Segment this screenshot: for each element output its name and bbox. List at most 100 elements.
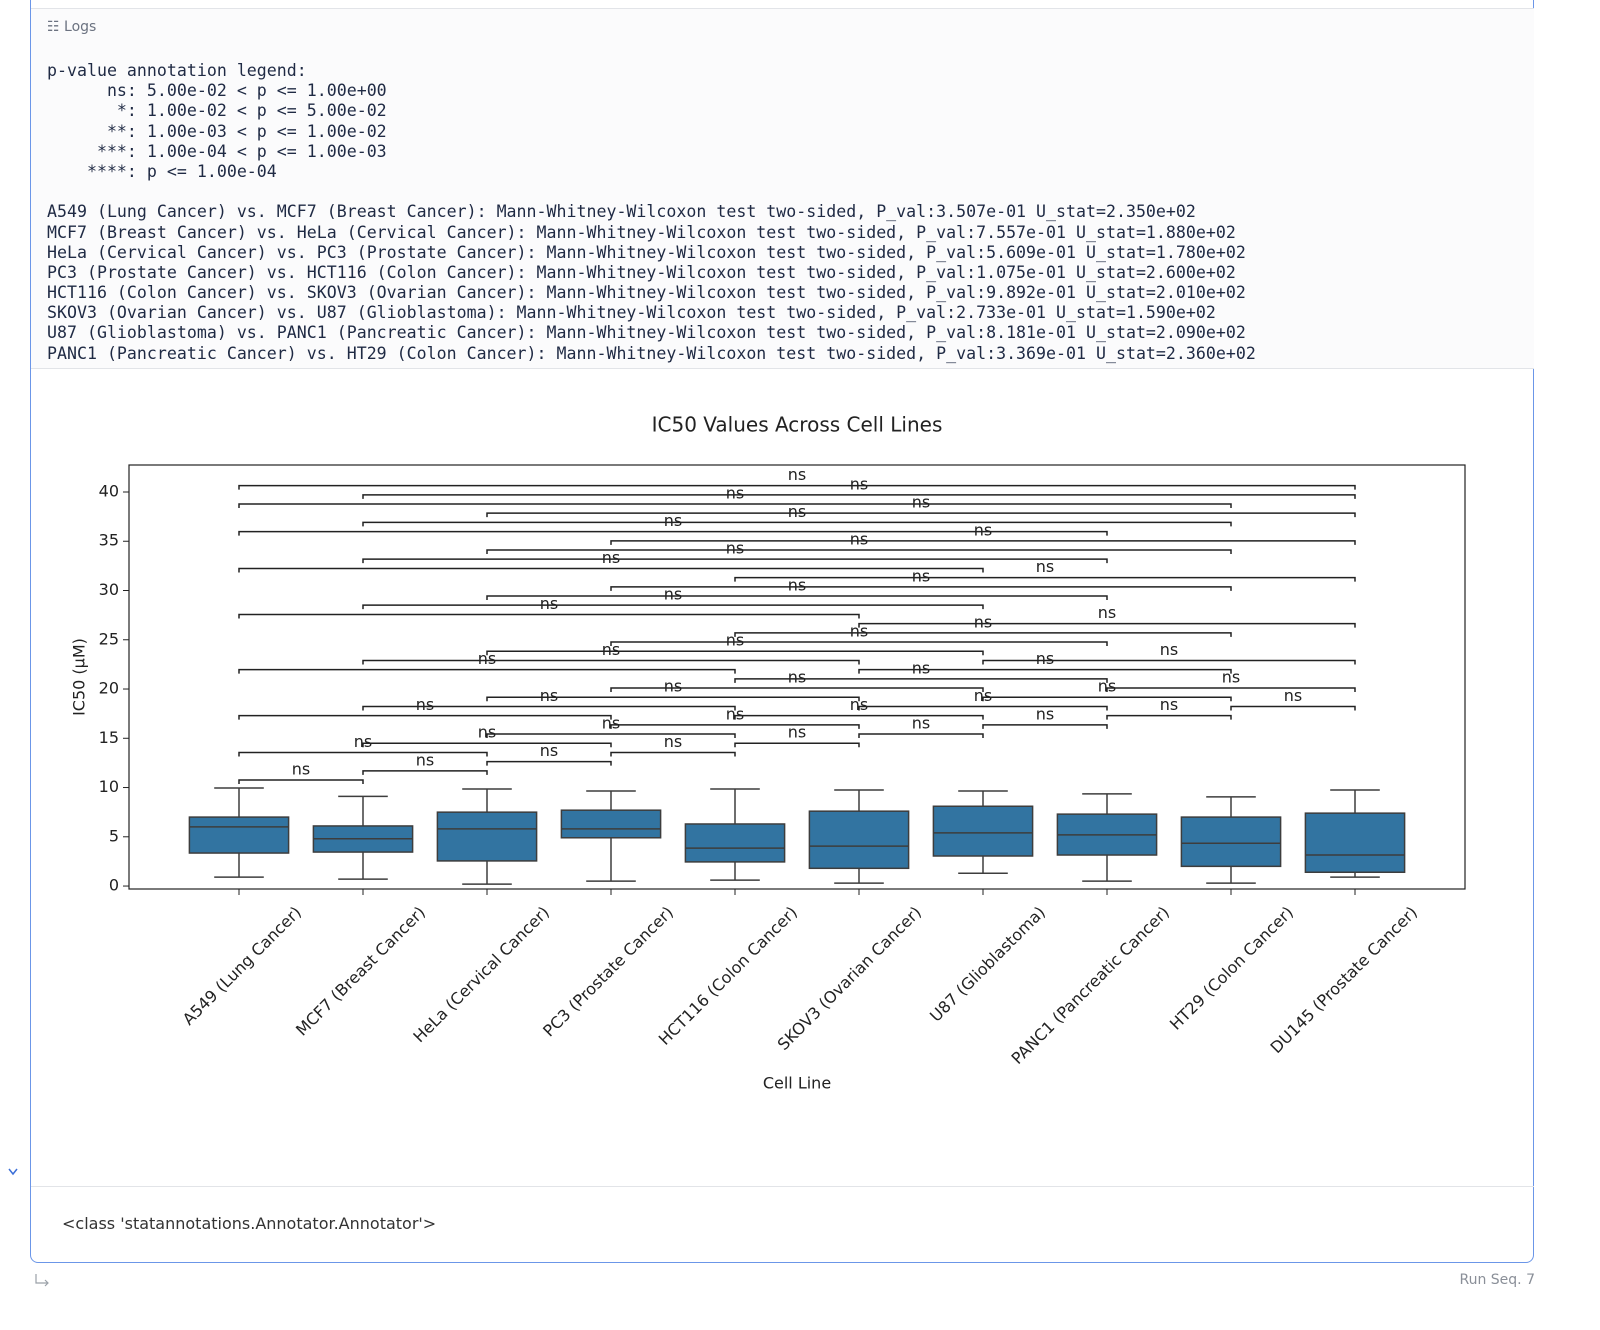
significance-label: ns (664, 677, 682, 696)
box (436, 811, 538, 862)
significance-bracket (858, 705, 1108, 711)
significance-label: ns (974, 520, 992, 539)
significance-label: ns (540, 686, 558, 705)
significance-label: ns (1036, 649, 1054, 668)
log-line: HCT116 (Colon Cancer) vs. SKOV3 (Ovarian… (47, 283, 1246, 303)
y-tick-label: 40 (99, 481, 119, 500)
significance-label: ns (726, 484, 744, 503)
x-tick-label: PC3 (Prostate Cancer) (539, 903, 677, 1041)
y-tick-label: 30 (99, 580, 119, 599)
log-line: ****: p <= 1.00e-04 (47, 161, 277, 181)
significance-bracket (734, 632, 1232, 637)
significance-label: ns (1036, 557, 1054, 576)
significance-bracket (982, 696, 1232, 702)
x-tick-label: A549 (Lung Cancer) (179, 903, 305, 1029)
significance-label: ns (664, 585, 682, 604)
log-lines: p-value annotation legend: ns: 5.00e-02 … (47, 61, 1256, 364)
significance-label: ns (664, 511, 682, 530)
significance-bracket (982, 659, 1356, 665)
significance-label: ns (540, 594, 558, 613)
significance-bracket (486, 650, 984, 656)
significance-bracket (238, 668, 736, 674)
significance-label: ns (912, 714, 930, 733)
significance-label: ns (478, 723, 496, 742)
significance-bracket (238, 779, 364, 785)
box (932, 805, 1034, 857)
significance-bracket (486, 595, 1108, 601)
significance-bracket (362, 659, 860, 665)
significance-bracket (486, 549, 1232, 555)
significance-label: ns (788, 465, 806, 484)
significance-bracket (610, 586, 1232, 591)
significance-bracket (362, 521, 1232, 527)
significance-label: ns (540, 741, 558, 760)
x-tick-label: SKOV3 (Ovarian Cancer) (774, 903, 925, 1054)
significance-bracket (1106, 687, 1356, 693)
significance-bracket (238, 751, 488, 757)
significance-bracket (858, 668, 1232, 674)
output-arrow-icon (35, 1274, 49, 1287)
significance-label: ns (1160, 640, 1178, 659)
log-line: SKOV3 (Ovarian Cancer) vs. U87 (Glioblas… (47, 303, 1216, 323)
significance-bracket (238, 530, 1108, 536)
significance-bracket (362, 558, 1108, 564)
log-line: *: 1.00e-02 < p <= 5.00e-02 (47, 101, 387, 121)
significance-label: ns (1098, 677, 1116, 696)
significance-label: ns (850, 622, 868, 641)
log-line: A549 (Lung Cancer) vs. MCF7 (Breast Canc… (47, 202, 1196, 222)
x-tick-label: U87 (Glioblastoma) (926, 903, 1049, 1026)
significance-bracket (610, 641, 1108, 647)
box (808, 810, 910, 870)
significance-label: ns (850, 474, 868, 493)
significance-label: ns (292, 760, 310, 779)
y-tick-label: 20 (99, 679, 119, 698)
y-axis-label: IC50 (µM) (70, 638, 89, 716)
significance-bracket (982, 724, 1108, 729)
log-line: U87 (Glioblastoma) vs. PANC1 (Pancreatic… (47, 323, 1246, 343)
significance-bracket (238, 567, 984, 573)
significance-bracket (362, 742, 612, 748)
y-tick-label: 0 (109, 876, 119, 895)
logs-title: Logs (64, 19, 97, 35)
significance-label: ns (602, 548, 620, 567)
significance-bracket (610, 687, 984, 693)
log-line: p-value annotation legend: (47, 61, 307, 80)
significance-bracket (1230, 705, 1356, 711)
significance-label: ns (478, 649, 496, 668)
significance-label: ns (912, 566, 930, 585)
significance-bracket (858, 733, 984, 739)
significance-bracket (858, 622, 1356, 628)
significance-bracket (1106, 714, 1232, 720)
significance-label: ns (726, 631, 744, 650)
significance-label: ns (788, 576, 806, 595)
significance-label: ns (416, 695, 434, 714)
significance-bracket (362, 705, 736, 711)
chart-title: IC50 Values Across Cell Lines (652, 413, 943, 437)
significance-label: ns (1160, 695, 1178, 714)
significance-bracket (486, 512, 1356, 518)
log-line: PANC1 (Pancreatic Cancer) vs. HT29 (Colo… (47, 343, 1256, 363)
significance-label: ns (850, 530, 868, 549)
log-line: PC3 (Prostate Cancer) vs. HCT116 (Colon … (47, 262, 1236, 282)
notebook-cell (30, 0, 1534, 1263)
significance-bracket (734, 576, 1356, 582)
log-line: ***: 1.00e-04 < p <= 1.00e-03 (47, 141, 387, 161)
collapse-chevron[interactable] (8, 1168, 18, 1176)
significance-label: ns (974, 612, 992, 631)
x-tick-label: HCT116 (Colon Cancer) (655, 903, 801, 1049)
y-tick-label: 35 (99, 531, 119, 550)
box (188, 816, 290, 854)
significance-label: ns (1098, 603, 1116, 622)
log-line: HeLa (Cervical Cancer) vs. PC3 (Prostate… (47, 242, 1246, 262)
logs-header[interactable]: ☷ Logs (47, 19, 96, 35)
run-sequence: Run Seq. 7 (1459, 1272, 1536, 1288)
box (560, 809, 662, 839)
significance-label: ns (788, 502, 806, 521)
significance-bracket (362, 604, 984, 610)
significance-label: ns (416, 750, 434, 769)
significance-label: ns (912, 658, 930, 677)
significance-label: ns (974, 686, 992, 705)
significance-bracket (486, 696, 860, 702)
